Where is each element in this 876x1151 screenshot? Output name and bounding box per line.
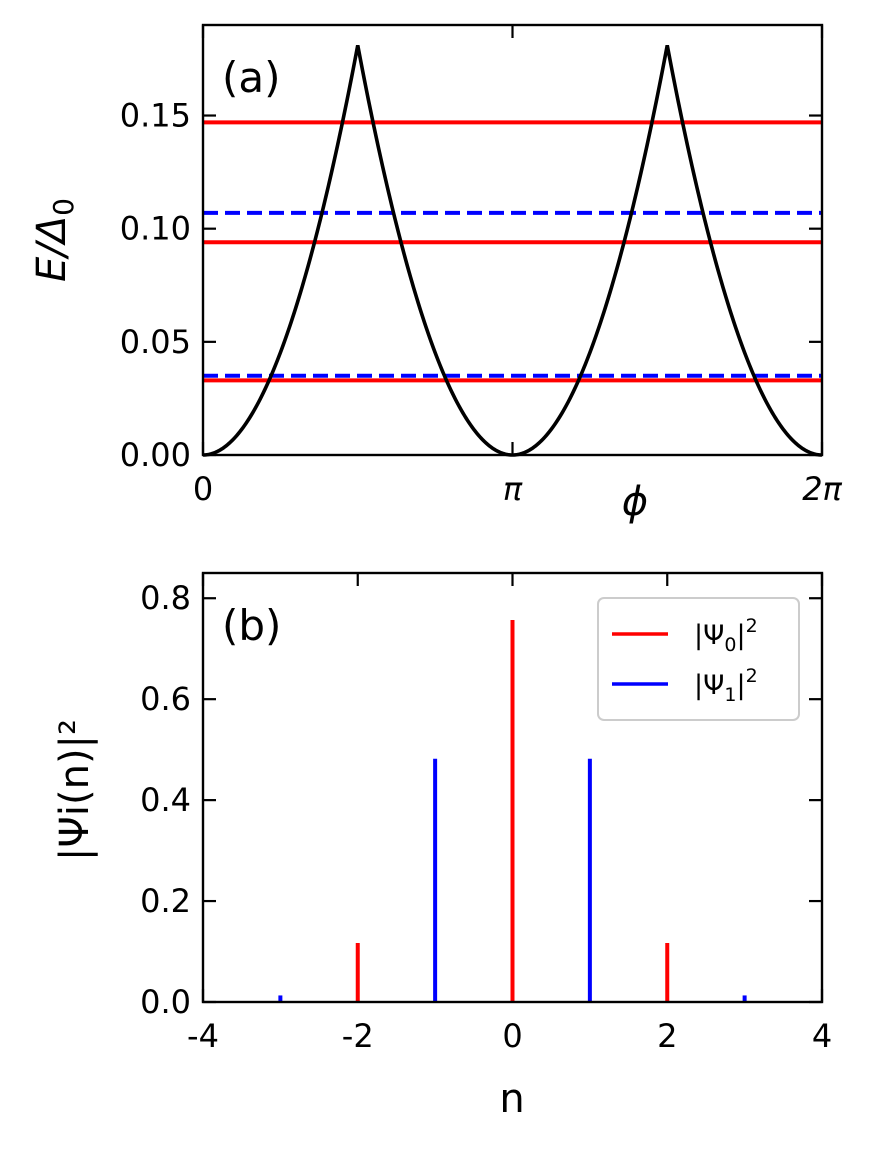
legend-label-psi1-sup: 2 xyxy=(746,665,758,687)
panel-a-label: (a) xyxy=(222,53,281,102)
legend: |Ψ0|2 |Ψ1|2 xyxy=(597,597,800,721)
legend-label-psi1: |Ψ1|2 xyxy=(694,665,758,706)
legend-label-psi0-main: |Ψ xyxy=(694,620,724,651)
panel-a-xtick-label: 2π xyxy=(802,470,842,508)
legend-label-psi1-sub: 1 xyxy=(724,684,736,706)
panel-a-ytick-label: 0.15 xyxy=(120,97,191,135)
legend-label-psi0-sup: 2 xyxy=(746,615,758,637)
panel-b-xlabel: n xyxy=(499,1076,524,1122)
panel-b-frame xyxy=(201,571,824,1004)
panel-a-ytick-label: 0.00 xyxy=(120,436,191,474)
panel-a-xlabel: ϕ xyxy=(622,479,648,525)
panel-b-xtick-label: 4 xyxy=(812,1017,832,1055)
panel-b-label: (b) xyxy=(222,601,281,650)
panel-b-ytick-label: 0.2 xyxy=(140,882,191,920)
panel-b: 0.00.20.40.60.8-4 -2 0 2 4 (b) |Ψi(n)|² n |Ψ… xyxy=(52,571,832,1122)
panel-a: 0.000.050.100.150 π 2π (a) E/Δ0 ϕ xyxy=(29,23,843,525)
panel-a-ylabel-sub: 0 xyxy=(47,198,80,216)
panel-b-ylabel: |Ψi(n)|² xyxy=(52,719,98,861)
panel-b-ytick-label: 0.0 xyxy=(140,983,191,1021)
panel-b-xtick-label: -2 xyxy=(342,1017,374,1055)
legend-label-psi0-sub: 0 xyxy=(724,634,736,656)
panel-b-xtick-label: -4 xyxy=(187,1017,219,1055)
panel-a-dispersion-curve xyxy=(202,45,823,457)
panel-a-ylabel-main: E/Δ xyxy=(29,216,75,282)
legend-label-psi0: |Ψ0|2 xyxy=(694,615,758,656)
panel-b-xtick-label: 0 xyxy=(502,1017,522,1055)
panel-b-ytick-label: 0.4 xyxy=(140,781,191,819)
legend-label-psi1-main: |Ψ xyxy=(694,670,724,701)
panel-a-ylabel: E/Δ0 xyxy=(29,198,80,282)
panel-a-xtick-label: 0 xyxy=(193,470,213,508)
panel-b-ytick-label: 0.8 xyxy=(140,579,191,617)
legend-label-psi0-tail: | xyxy=(736,620,745,651)
panel-a-ytick-label: 0.10 xyxy=(120,210,191,248)
panel-a-ytick-label: 0.05 xyxy=(120,323,191,361)
panel-b-ytick-label: 0.6 xyxy=(140,680,191,718)
legend-box xyxy=(597,597,800,721)
panel-a-frame xyxy=(201,23,824,457)
panel-a-xtick-label: π xyxy=(503,470,523,508)
legend-label-psi1-tail: | xyxy=(736,670,745,701)
panel-b-xtick-label: 2 xyxy=(657,1017,677,1055)
